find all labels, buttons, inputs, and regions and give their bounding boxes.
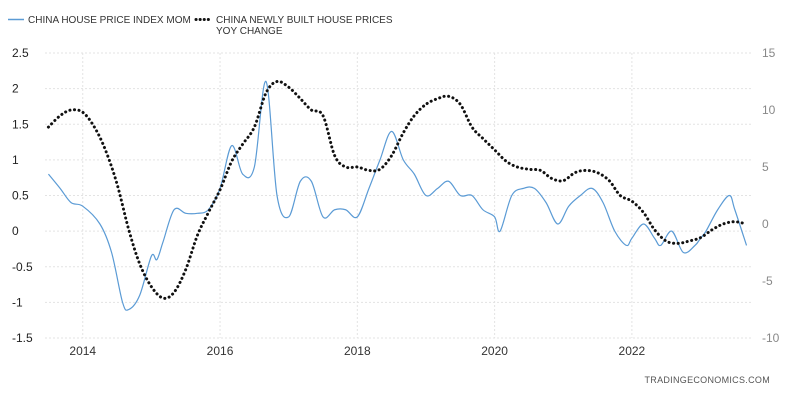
legend-label: CHINA HOUSE PRICE INDEX MOM (28, 15, 191, 26)
legend: CHINA HOUSE PRICE INDEX MOM CHINA NEWLY B… (8, 15, 393, 37)
legend-label: CHINA NEWLY BUILT HOUSE PRICES (216, 15, 393, 26)
y-left-tick-label: -0.5 (12, 260, 33, 274)
y-right-tick-label: -10 (762, 331, 780, 345)
y-right-tick-label: -5 (762, 274, 773, 288)
x-tick-label: 2022 (619, 344, 646, 358)
y-right-tick-label: 0 (762, 217, 769, 231)
grid (45, 52, 752, 339)
y-axis-right: 15 10 5 0 -5 -10 (762, 46, 780, 345)
series-line-new-house-prices-yoy (46, 79, 749, 300)
y-left-tick-label: 2.5 (12, 46, 29, 60)
y-right-tick-label: 15 (762, 46, 776, 60)
y-left-tick-label: -1 (12, 295, 23, 309)
x-tick-label: 2020 (481, 344, 508, 358)
y-left-tick-label: 0.5 (12, 189, 29, 203)
y-axis-left: 2.5 2 1.5 1 0.5 0 -0.5 -1 -1.5 (12, 46, 33, 345)
y-left-tick-label: 2 (12, 82, 19, 96)
y-left-tick-label: 1.5 (12, 117, 29, 131)
x-tick-label: 2014 (69, 344, 96, 358)
x-tick-label: 2018 (344, 344, 371, 358)
y-right-tick-label: 10 (762, 103, 776, 117)
y-left-tick-label: 1 (12, 153, 19, 167)
x-tick-label: 2016 (207, 344, 234, 358)
legend-label: YOY CHANGE (216, 26, 283, 37)
x-axis: 2014 2016 2018 2020 2022 (69, 344, 645, 358)
y-left-tick-label: -1.5 (12, 331, 33, 345)
source-label: TRADINGECONOMICS.COM (644, 375, 770, 385)
y-left-tick-label: 0 (12, 224, 19, 238)
y-right-tick-label: 5 (762, 160, 769, 174)
series (46, 79, 749, 311)
series-line-house-price-index-mom (47, 80, 748, 311)
